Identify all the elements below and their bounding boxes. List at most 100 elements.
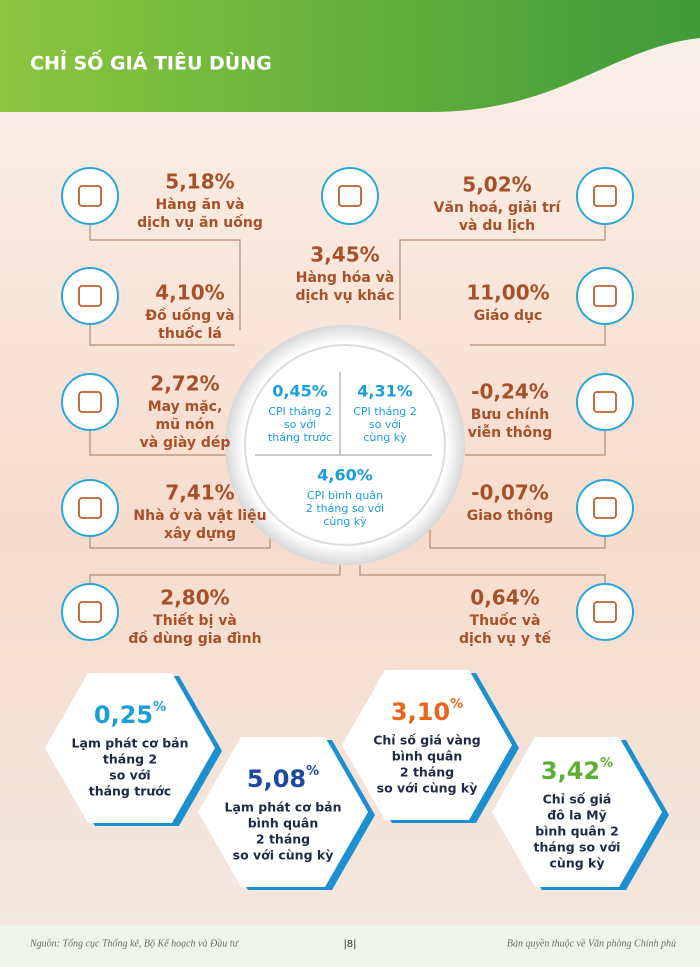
connector <box>89 565 341 584</box>
hexagon <box>342 670 512 820</box>
footer-page: |8| <box>343 939 356 950</box>
highlight-value: 5,08% <box>247 764 319 794</box>
group-label: May mặc, <box>148 399 223 415</box>
group-label: Thiết bị và <box>153 612 237 629</box>
cpi-label: cùng kỳ <box>363 431 407 444</box>
connector <box>470 324 606 346</box>
highlight-label: so với cùng kỳ <box>377 781 478 796</box>
group-label: viễn thông <box>468 424 553 441</box>
footer-source: Nguồn: Tổng cục Thống kê, Bộ Kế hoạch và… <box>29 938 239 949</box>
header-band <box>0 0 700 112</box>
group-label: xây dựng <box>164 526 236 542</box>
icon-glyph <box>78 497 102 519</box>
icon-glyph <box>593 497 617 519</box>
highlight-label: 2 tháng <box>256 832 310 847</box>
cpi-value: 4,60% <box>317 466 373 485</box>
icon-glyph <box>593 185 617 207</box>
group-label: Hàng ăn và <box>156 197 245 213</box>
group-label: dịch vụ khác <box>296 288 395 304</box>
hexagon <box>198 737 368 887</box>
group-value: 11,00% <box>466 281 549 305</box>
icon-circle <box>576 479 634 537</box>
cpi-label: cùng kỳ <box>323 515 367 528</box>
highlight-label: Lạm phát cơ bản <box>71 736 188 751</box>
highlight-label: Chỉ số giá <box>543 792 612 807</box>
group-value: 3,45% <box>310 243 379 267</box>
highlight-unit: % <box>600 756 613 771</box>
group-label: thuốc lá <box>158 325 222 342</box>
group-label: Giáo dục <box>474 308 543 324</box>
icon-glyph <box>78 391 102 413</box>
highlight-label: cùng kỳ <box>550 856 605 871</box>
highlight-number: 5,08 <box>247 765 306 793</box>
icon-circle <box>61 479 119 537</box>
icon-glyph <box>338 185 362 207</box>
group-label: Hàng hóa và <box>296 270 395 286</box>
cpi-label: 2 tháng so với <box>306 502 384 515</box>
group-label: dịch vụ y tế <box>459 630 552 647</box>
group-label: mũ nón <box>156 417 215 433</box>
highlight-label: bình quân <box>392 749 463 764</box>
icon-circle <box>576 583 634 641</box>
highlight-label: tháng trước <box>89 784 172 799</box>
highlight-unit: % <box>306 764 319 779</box>
group-value: -0,24% <box>471 380 549 404</box>
highlight-label: bình quân <box>248 816 319 831</box>
highlight-number: 3,42 <box>541 757 600 785</box>
icon-glyph <box>593 391 617 413</box>
icon-circle <box>61 267 119 325</box>
group-value: 2,80% <box>160 586 229 610</box>
connector <box>89 430 235 456</box>
connector <box>429 520 606 549</box>
icon-circle <box>61 373 119 431</box>
group-value: 2,72% <box>150 372 219 396</box>
cpi-label: tháng trước <box>268 431 332 444</box>
icon-glyph <box>78 285 102 307</box>
highlight-label: bình quân 2 <box>535 824 619 839</box>
hexagon <box>45 673 215 823</box>
connector <box>465 430 606 456</box>
highlight-unit: % <box>153 700 166 715</box>
icon-circle <box>576 373 634 431</box>
group-label: và giày dép <box>140 435 231 451</box>
icon-glyph <box>593 285 617 307</box>
group-value: -0,07% <box>471 481 549 505</box>
group-label: Nhà ở và vật liệu <box>133 508 266 524</box>
group-label: Đồ uống và <box>145 307 234 324</box>
icon-glyph <box>593 601 617 623</box>
group-label: Thuốc và <box>470 612 541 629</box>
highlight-value: 3,42% <box>541 756 613 786</box>
highlight-value: 0,25% <box>94 700 166 730</box>
highlight-unit: % <box>450 697 463 712</box>
cpi-label: so với <box>369 418 401 431</box>
cpi-label: so với <box>284 418 316 431</box>
highlight-number: 3,10 <box>391 698 450 726</box>
group-value: 5,18% <box>165 170 234 194</box>
center-disc <box>244 344 446 546</box>
connector <box>89 324 235 346</box>
group-label: đồ dùng gia đình <box>128 630 261 647</box>
highlight-label: Lạm phát cơ bản <box>224 800 341 815</box>
group-label: Văn hoá, giải trí <box>434 200 562 216</box>
group-label: Giao thông <box>467 508 554 524</box>
group-label: dịch vụ ăn uống <box>137 214 263 231</box>
cpi-label: CPI tháng 2 <box>353 405 417 418</box>
highlight-label: tháng so với <box>534 840 621 855</box>
cpi-value: 4,31% <box>357 382 413 401</box>
icon-glyph <box>78 601 102 623</box>
connector <box>359 565 606 584</box>
cpi-value: 0,45% <box>272 382 328 401</box>
cpi-label: CPI bình quân <box>307 489 383 502</box>
icon-circle <box>61 167 119 225</box>
page-title: CHỈ SỐ GIÁ TIÊU DÙNG <box>30 49 272 75</box>
highlight-label: tháng 2 <box>103 752 157 767</box>
highlight-label: đô la Mỹ <box>547 808 607 823</box>
icon-circle <box>61 583 119 641</box>
connector <box>399 224 606 320</box>
highlight-value: 3,10% <box>391 697 463 727</box>
footer-copyright: Bản quyền thuộc về Văn phòng Chính phủ <box>507 938 676 949</box>
